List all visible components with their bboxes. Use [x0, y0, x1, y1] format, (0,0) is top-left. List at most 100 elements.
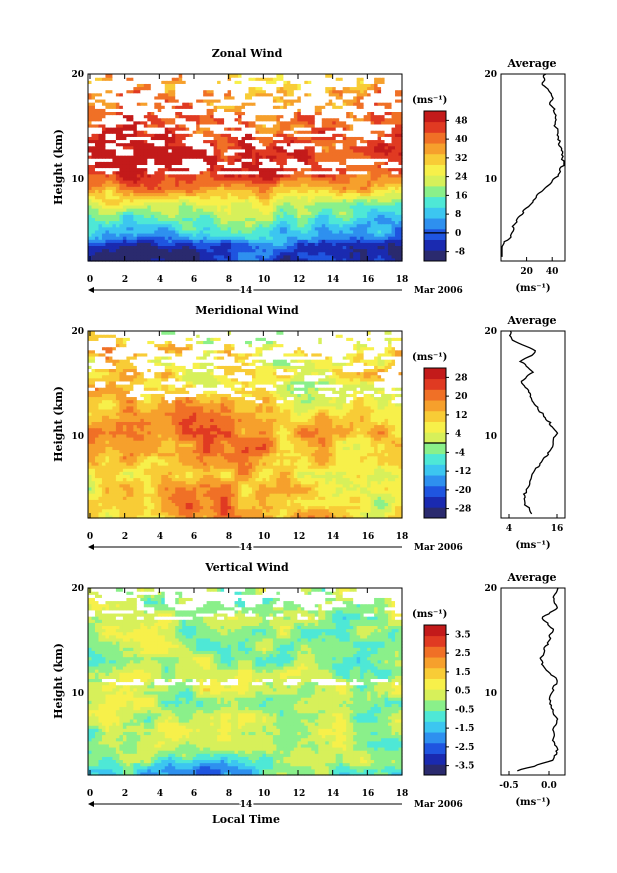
heatmap-cell — [318, 242, 323, 247]
heatmap-cell — [203, 245, 208, 250]
heatmap-cell — [112, 229, 117, 234]
heatmap-cell — [227, 236, 232, 240]
heatmap-cell — [122, 220, 127, 225]
heatmap-cell — [300, 248, 305, 253]
heatmap-cell — [129, 248, 134, 253]
heatmap-cell — [311, 226, 316, 231]
heatmap-cell — [304, 226, 309, 231]
heatmap-cell — [178, 251, 183, 256]
heatmap-cell — [94, 223, 100, 228]
heatmap-cell — [370, 257, 375, 262]
heatmap-cell — [220, 248, 225, 253]
heatmap-cell — [178, 242, 183, 247]
heatmap-cell — [136, 226, 141, 231]
heatmap-cell — [391, 251, 396, 256]
heatmap-cell — [332, 229, 337, 234]
heatmap-cell — [248, 254, 253, 259]
heatmap-cell — [241, 245, 246, 250]
heatmap-cell — [300, 239, 305, 243]
heatmap-cell — [262, 245, 267, 250]
heatmap-cell — [234, 226, 239, 231]
heatmap-cell — [189, 248, 194, 253]
heatmap-cell — [398, 236, 403, 240]
heatmap-cell — [196, 220, 201, 225]
heatmap-cell — [318, 236, 323, 240]
heatmap-cell — [199, 223, 204, 228]
heatmap-cell — [115, 245, 120, 250]
heatmap-cell — [206, 232, 211, 237]
heatmap-cell — [185, 236, 190, 240]
heatmap-cell — [384, 251, 389, 256]
heatmap-cell — [258, 257, 264, 262]
heatmap-cell — [391, 239, 396, 243]
heatmap-cell — [367, 232, 372, 237]
heatmap-cell — [398, 226, 403, 231]
heatmap-cell — [374, 245, 379, 250]
heatmap-cell — [161, 232, 166, 237]
heatmap-cell — [94, 254, 100, 259]
heatmap-cell — [381, 242, 386, 247]
heatmap-cell — [398, 232, 403, 237]
heatmap-cell — [161, 220, 166, 225]
heatmap-cell — [185, 251, 190, 256]
heatmap-cell — [328, 217, 333, 222]
heatmap-cell — [182, 251, 187, 256]
heatmap-cell — [276, 239, 281, 243]
heatmap-cell — [293, 257, 298, 262]
heatmap-cell — [325, 232, 330, 237]
heatmap-cell — [129, 239, 134, 243]
heatmap-cell — [363, 251, 368, 256]
heatmap-cell — [206, 217, 211, 222]
heatmap-cell — [168, 229, 173, 234]
heatmap-cell — [119, 251, 124, 256]
heatmap-cell — [91, 220, 96, 225]
heatmap-cell — [293, 226, 298, 231]
heatmap-cell — [255, 257, 260, 262]
heatmap-cell — [321, 223, 326, 228]
heatmap-cell — [363, 257, 368, 262]
heatmap-cell — [101, 220, 107, 225]
heatmap-cell — [129, 217, 134, 222]
heatmap-cell — [199, 236, 204, 240]
heatmap-cell — [189, 226, 194, 231]
heatmap-cell — [213, 223, 218, 228]
heatmap-cell — [185, 223, 190, 228]
heatmap-cell — [105, 220, 110, 225]
heatmap-cell — [328, 220, 333, 225]
heatmap-cell — [220, 257, 225, 262]
heatmap-cell — [91, 239, 96, 243]
heatmap-cell — [238, 226, 243, 231]
heatmap-cell — [370, 236, 375, 240]
heatmap-cell — [276, 236, 281, 240]
heatmap-cell — [234, 236, 239, 240]
heatmap-cell — [203, 226, 208, 231]
heatmap-cell — [136, 229, 141, 234]
heatmap-cell — [210, 245, 215, 250]
heatmap-cell — [395, 236, 400, 240]
heatmap-cell — [129, 229, 134, 234]
heatmap-cell — [384, 232, 389, 237]
heatmap-cell — [283, 217, 288, 222]
heatmap-cell — [98, 226, 103, 231]
heatmap-cell — [311, 242, 316, 247]
heatmap-cell — [206, 242, 211, 247]
heatmap-cell — [290, 217, 295, 222]
heatmap-cell — [143, 257, 148, 262]
heatmap-cell — [164, 254, 169, 259]
heatmap-cell — [297, 248, 302, 253]
heatmap-cell — [381, 232, 386, 237]
heatmap-cell — [335, 236, 340, 240]
heatmap-cell — [105, 217, 110, 222]
heatmap-cell — [119, 220, 124, 225]
heatmap-cell — [339, 248, 344, 253]
heatmap-cell — [279, 232, 284, 237]
heatmap-cell — [283, 236, 288, 240]
heatmap-cell — [325, 229, 330, 234]
heatmap-cell — [374, 229, 379, 234]
heatmap-cell — [290, 245, 295, 250]
heatmap-cell — [171, 254, 176, 259]
heatmap-cell — [286, 226, 291, 231]
heatmap-cell — [356, 226, 361, 231]
heatmap-cell — [279, 257, 284, 262]
